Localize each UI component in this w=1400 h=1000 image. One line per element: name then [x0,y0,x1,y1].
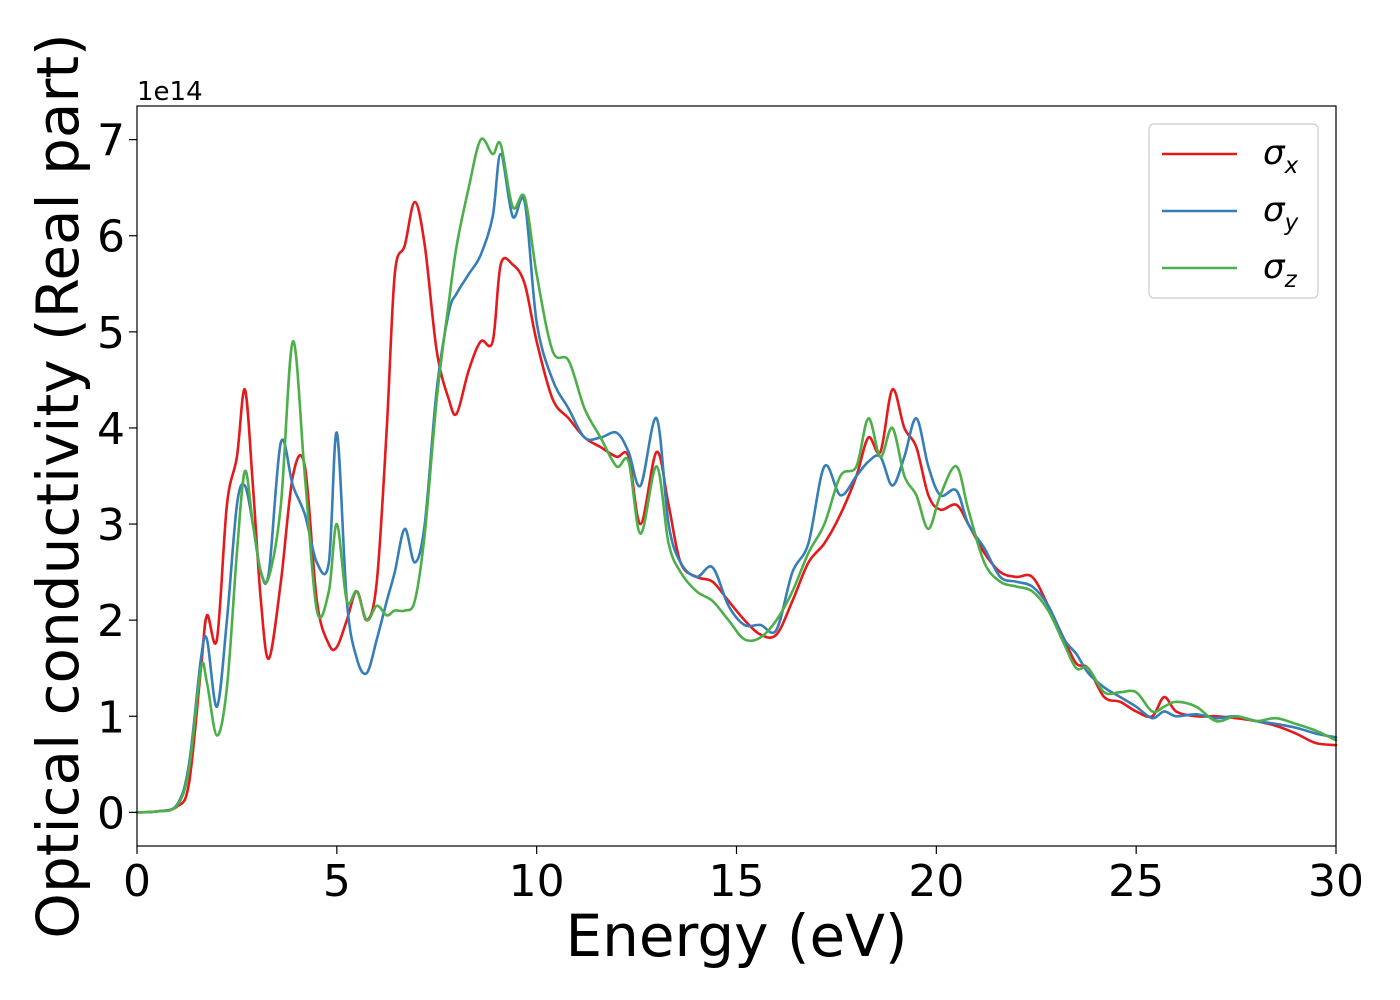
legend-label-sigma-z: σz [1263,247,1298,293]
y-tick-label: 4 [97,404,125,455]
y-axis-ticks: 0 1 2 3 4 5 6 7 [97,116,137,839]
y-tick-label: 0 [97,788,125,839]
x-tick-label: 15 [709,856,765,907]
series-line-sigma-z [135,137,1338,814]
legend-label-subscript: z [1284,267,1298,293]
y-tick-label: 7 [97,116,125,167]
legend-label-sigma-x: σx [1263,133,1299,179]
x-tick-label: 25 [1108,856,1164,907]
legend-label-symbol: σ [1263,133,1286,173]
y-tick-label: 1 [97,692,125,743]
x-tick-label: 10 [509,856,565,907]
legend-label-sigma-y: σy [1263,190,1299,236]
y-axis-offset-label: 1e14 [137,77,203,107]
y-tick-label: 3 [97,500,125,551]
y-tick-label: 2 [97,596,125,647]
series-line-sigma-y [135,152,1338,814]
x-tick-label: 20 [908,856,964,907]
x-axis-title: Energy (eV) [565,902,907,970]
x-axis-ticks: 0 5 10 15 20 25 30 [123,846,1364,907]
legend-label-subscript: x [1284,153,1299,179]
y-tick-label: 5 [97,308,125,359]
y-tick-label: 6 [97,212,125,263]
legend-label-symbol: σ [1263,190,1286,230]
series-line-sigma-x [135,200,1338,814]
legend-label-subscript: y [1284,210,1299,236]
x-tick-label: 0 [123,856,151,907]
x-tick-label: 30 [1308,856,1364,907]
y-axis-title: Optical conductivity (Real part) [24,33,92,938]
legend-label-symbol: σ [1263,247,1286,287]
series-layer [135,137,1338,814]
x-tick-label: 5 [323,856,351,907]
